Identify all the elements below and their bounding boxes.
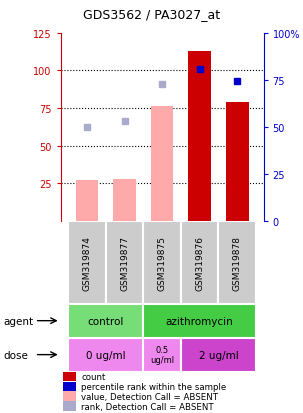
Text: GSM319876: GSM319876 [195, 235, 204, 290]
Bar [188, 52, 211, 221]
Bar [226, 102, 248, 221]
Text: 0 ug/ml: 0 ug/ml [86, 350, 125, 360]
Bar [106, 221, 143, 304]
Text: percentile rank within the sample: percentile rank within the sample [81, 382, 226, 391]
Text: GDS3562 / PA3027_at: GDS3562 / PA3027_at [83, 8, 220, 21]
Bar [113, 179, 136, 221]
Bar [181, 338, 256, 372]
Bar [76, 181, 98, 221]
Text: GSM319875: GSM319875 [158, 235, 167, 290]
Bar [68, 304, 143, 338]
Text: 0.5
ug/ml: 0.5 ug/ml [150, 345, 174, 364]
Bar [63, 401, 76, 411]
Bar [63, 372, 76, 381]
Bar [63, 392, 76, 401]
Text: rank, Detection Call = ABSENT: rank, Detection Call = ABSENT [81, 401, 214, 411]
Text: dose: dose [3, 350, 28, 360]
Bar [151, 107, 173, 221]
Bar [68, 221, 106, 304]
Bar [143, 338, 181, 372]
Bar [181, 221, 218, 304]
Text: azithromycin: azithromycin [166, 316, 234, 326]
Bar [143, 221, 181, 304]
Text: GSM319874: GSM319874 [82, 235, 92, 290]
Text: value, Detection Call = ABSENT: value, Detection Call = ABSENT [81, 392, 218, 401]
Bar [63, 382, 76, 391]
Bar [218, 221, 256, 304]
Text: GSM319878: GSM319878 [233, 235, 242, 290]
Bar [143, 304, 256, 338]
Text: control: control [88, 316, 124, 326]
Bar [68, 338, 143, 372]
Text: count: count [81, 372, 105, 381]
Text: agent: agent [3, 316, 33, 326]
Text: GSM319877: GSM319877 [120, 235, 129, 290]
Text: 2 ug/ml: 2 ug/ml [199, 350, 238, 360]
